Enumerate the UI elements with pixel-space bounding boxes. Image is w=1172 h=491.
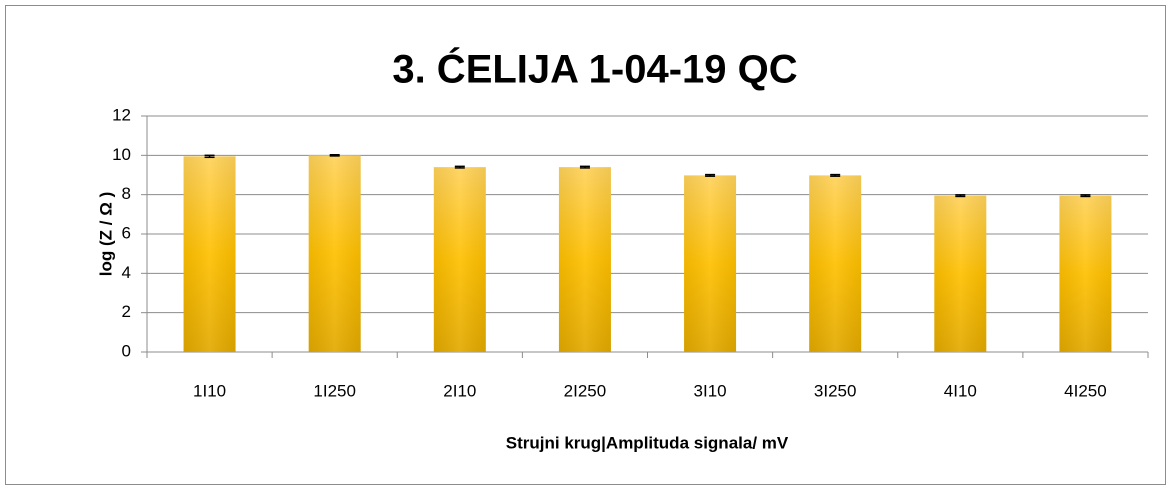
chart-title: 3. ĆELIJA 1-04-19 QC (392, 46, 797, 92)
bar-shade (308, 155, 361, 352)
y-tick-label: 4 (122, 263, 131, 282)
y-tick-label: 2 (122, 302, 131, 321)
x-axis-label: Strujni krug|Amplituda signala/ mV (506, 433, 789, 452)
x-tick-label: 1I10 (193, 381, 226, 400)
y-axis-label: log (Z / Ω ) (96, 192, 115, 276)
bar-shade (1059, 195, 1112, 352)
x-tick-label: 3I10 (694, 381, 727, 400)
y-tick-label: 12 (112, 105, 131, 124)
bar-shade (558, 167, 611, 352)
x-tick-label: 4I250 (1064, 381, 1107, 400)
bar-shade (183, 156, 236, 352)
y-tick-label: 8 (122, 184, 131, 203)
x-tick-label: 2I10 (443, 381, 476, 400)
x-tick-label: 1I250 (313, 381, 356, 400)
x-tick-label: 2I250 (564, 381, 607, 400)
bar-shade (809, 175, 862, 352)
bar-shade (433, 167, 486, 352)
y-tick-label: 0 (122, 341, 131, 360)
y-tick-label: 10 (112, 145, 131, 164)
bar-shade (934, 195, 987, 352)
y-tick-label: 6 (122, 223, 131, 242)
x-tick-label: 4I10 (944, 381, 977, 400)
bar-shade (684, 175, 737, 352)
x-tick-label: 3I250 (814, 381, 857, 400)
